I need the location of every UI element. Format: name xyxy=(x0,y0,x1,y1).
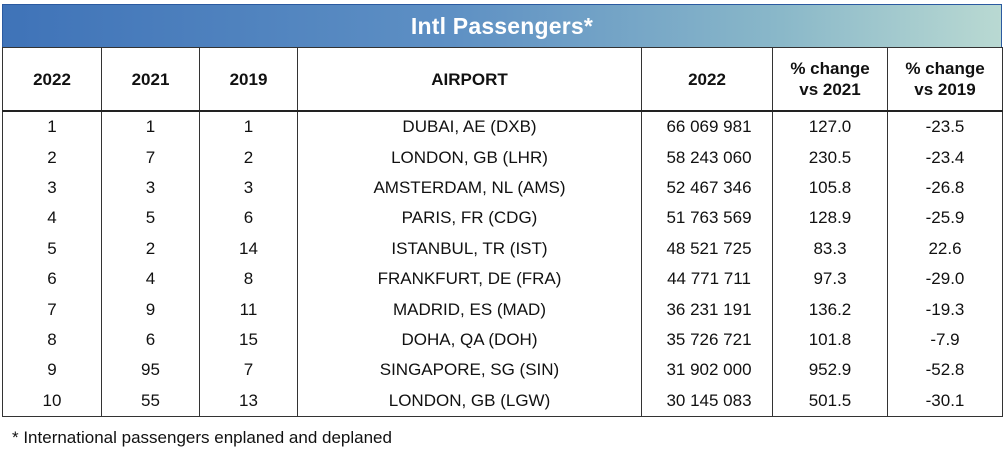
cell-change-vs-2019: -29.0 xyxy=(887,263,1003,295)
cell-rank-2019: 15 xyxy=(199,324,298,356)
col-header-passengers-2022: 2022 xyxy=(641,47,773,112)
cell-passengers-2022: 36 231 191 xyxy=(641,294,773,325)
cell-rank-2022: 9 xyxy=(2,355,102,386)
cell-airport: SINGAPORE, SG (SIN) xyxy=(297,355,642,386)
cell-airport: ISTANBUL, TR (IST) xyxy=(297,233,642,264)
table-row: 1 1 1 DUBAI, AE (DXB) 66 069 981 127.0 -23.5 xyxy=(2,111,1003,143)
passengers-table: 2022 2021 2019 AIRPORT 2022 % change vs … xyxy=(2,47,1003,417)
table-row: 5 2 14 ISTANBUL, TR (IST) 48 521 725 83.3 22.6 xyxy=(2,233,1003,264)
cell-rank-2021: 95 xyxy=(101,355,200,386)
cell-airport: LONDON, GB (LGW) xyxy=(297,385,642,417)
table-row: 2 7 2 LONDON, GB (LHR) 58 243 060 230.5 -23.4 xyxy=(2,142,1003,173)
cell-change-vs-2019: -26.8 xyxy=(887,172,1003,204)
table-row: 7 9 11 MADRID, ES (MAD) 36 231 191 136.2 -19.3 xyxy=(2,294,1003,325)
table-row: 3 3 3 AMSTERDAM, NL (AMS) 52 467 346 105.8 -26… xyxy=(2,172,1003,204)
cell-passengers-2022: 48 521 725 xyxy=(641,233,773,264)
cell-passengers-2022: 52 467 346 xyxy=(641,172,773,204)
col-header-rank-2019: 2019 xyxy=(199,47,298,112)
cell-rank-2019: 6 xyxy=(199,203,298,234)
footnote: * International passengers enplaned and … xyxy=(12,428,392,447)
cell-rank-2021: 3 xyxy=(101,172,200,204)
cell-change-vs-2019: -52.8 xyxy=(887,355,1003,386)
col-header-rank-2021: 2021 xyxy=(101,47,200,112)
cell-change-vs-2019: -19.3 xyxy=(887,294,1003,325)
passengers-table-panel: Intl Passengers* 2022 2021 2019 AIRPORT … xyxy=(2,4,1003,417)
cell-rank-2021: 1 xyxy=(101,111,200,143)
col-header-airport: AIRPORT xyxy=(297,47,642,112)
cell-airport: DOHA, QA (DOH) xyxy=(297,324,642,356)
cell-rank-2022: 2 xyxy=(2,142,102,173)
cell-airport: DUBAI, AE (DXB) xyxy=(297,111,642,143)
cell-passengers-2022: 44 771 711 xyxy=(641,263,773,295)
cell-change-vs-2021: 83.3 xyxy=(772,233,888,264)
cell-rank-2022: 7 xyxy=(2,294,102,325)
cell-airport: AMSTERDAM, NL (AMS) xyxy=(297,172,642,204)
cell-rank-2022: 1 xyxy=(2,111,102,143)
cell-airport: MADRID, ES (MAD) xyxy=(297,294,642,325)
cell-rank-2019: 2 xyxy=(199,142,298,173)
cell-change-vs-2021: 127.0 xyxy=(772,111,888,143)
cell-rank-2021: 7 xyxy=(101,142,200,173)
cell-change-vs-2021: 128.9 xyxy=(772,203,888,234)
cell-change-vs-2021: 501.5 xyxy=(772,385,888,417)
cell-passengers-2022: 31 902 000 xyxy=(641,355,773,386)
cell-change-vs-2021: 952.9 xyxy=(772,355,888,386)
cell-change-vs-2019: -23.4 xyxy=(887,142,1003,173)
table-row: 4 5 6 PARIS, FR (CDG) 51 763 569 128.9 -25.9 xyxy=(2,203,1003,234)
cell-change-vs-2021: 101.8 xyxy=(772,324,888,356)
cell-change-vs-2019: -25.9 xyxy=(887,203,1003,234)
cell-passengers-2022: 58 243 060 xyxy=(641,142,773,173)
cell-change-vs-2021: 230.5 xyxy=(772,142,888,173)
cell-passengers-2022: 35 726 721 xyxy=(641,324,773,356)
cell-rank-2021: 55 xyxy=(101,385,200,417)
cell-rank-2022: 8 xyxy=(2,324,102,356)
cell-change-vs-2019: -7.9 xyxy=(887,324,1003,356)
cell-passengers-2022: 30 145 083 xyxy=(641,385,773,417)
cell-rank-2022: 4 xyxy=(2,203,102,234)
table-row: 10 55 13 LONDON, GB (LGW) 30 145 083 501.5 -30… xyxy=(2,385,1003,417)
table-row: 6 4 8 FRANKFURT, DE (FRA) 44 771 711 97.3 -29.… xyxy=(2,263,1003,295)
cell-passengers-2022: 51 763 569 xyxy=(641,203,773,234)
table-row: 9 95 7 SINGAPORE, SG (SIN) 31 902 000 952.9 -5… xyxy=(2,355,1003,386)
cell-change-vs-2021: 97.3 xyxy=(772,263,888,295)
header-row: 2022 2021 2019 AIRPORT 2022 % change vs … xyxy=(2,47,1003,112)
cell-passengers-2022: 66 069 981 xyxy=(641,111,773,143)
cell-change-vs-2019: 22.6 xyxy=(887,233,1003,264)
cell-rank-2019: 14 xyxy=(199,233,298,264)
table-title: Intl Passengers* xyxy=(2,4,1002,47)
table-row: 8 6 15 DOHA, QA (DOH) 35 726 721 101.8 -7.9 xyxy=(2,324,1003,356)
cell-rank-2021: 6 xyxy=(101,324,200,356)
cell-rank-2019: 7 xyxy=(199,355,298,386)
col-header-change-vs-2019: % change vs 2019 xyxy=(887,47,1003,112)
cell-rank-2022: 5 xyxy=(2,233,102,264)
cell-airport: PARIS, FR (CDG) xyxy=(297,203,642,234)
cell-rank-2021: 4 xyxy=(101,263,200,295)
col-header-rank-2022: 2022 xyxy=(2,47,102,112)
cell-rank-2021: 2 xyxy=(101,233,200,264)
cell-airport: LONDON, GB (LHR) xyxy=(297,142,642,173)
cell-rank-2019: 3 xyxy=(199,172,298,204)
cell-change-vs-2019: -23.5 xyxy=(887,111,1003,143)
cell-airport: FRANKFURT, DE (FRA) xyxy=(297,263,642,295)
cell-rank-2022: 6 xyxy=(2,263,102,295)
cell-rank-2022: 10 xyxy=(2,385,102,417)
cell-change-vs-2021: 105.8 xyxy=(772,172,888,204)
cell-rank-2019: 11 xyxy=(199,294,298,325)
cell-change-vs-2019: -30.1 xyxy=(887,385,1003,417)
cell-rank-2019: 1 xyxy=(199,111,298,143)
cell-rank-2019: 13 xyxy=(199,385,298,417)
cell-rank-2019: 8 xyxy=(199,263,298,295)
col-header-change-vs-2021: % change vs 2021 xyxy=(772,47,888,112)
cell-rank-2021: 5 xyxy=(101,203,200,234)
cell-change-vs-2021: 136.2 xyxy=(772,294,888,325)
cell-rank-2021: 9 xyxy=(101,294,200,325)
cell-rank-2022: 3 xyxy=(2,172,102,204)
